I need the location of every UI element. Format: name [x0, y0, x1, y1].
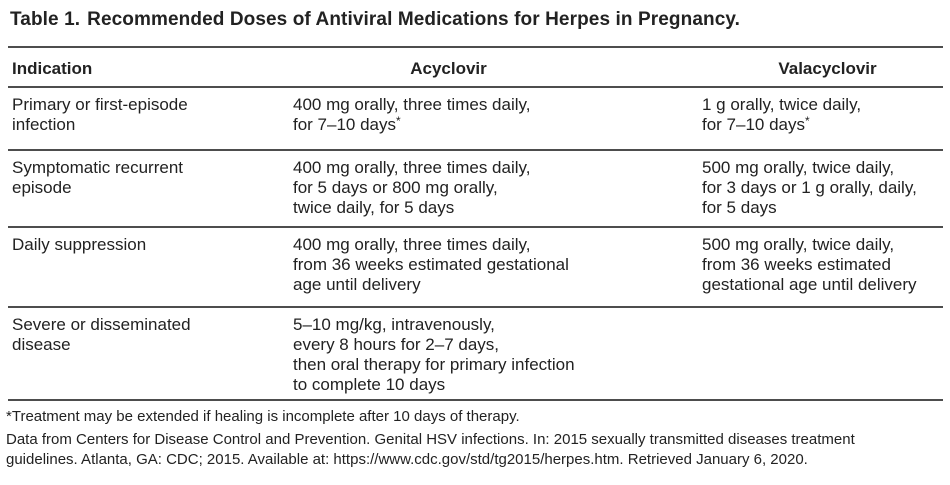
table-row: Symptomatic recurrent episode 400 mg ora… [8, 150, 943, 227]
valacyclovir-dose-text: 500 mg orally, twice daily, from 36 week… [702, 235, 917, 294]
indication-cell: Severe or disseminated disease [8, 307, 285, 400]
column-header-indication: Indication [12, 59, 93, 78]
table-row: Severe or disseminated disease 5–10 mg/k… [8, 307, 943, 400]
indication-text: Primary or first-episode infection [12, 95, 188, 134]
header-row: Indication Acyclovir Valacyclovir [8, 47, 943, 87]
antiviral-doses-table: Indication Acyclovir Valacyclovir Primar… [8, 46, 943, 401]
valacyclovir-cell: 500 mg orally, twice daily, for 3 days o… [702, 150, 943, 227]
indication-text: Symptomatic recurrent episode [12, 158, 183, 197]
column-header-acyclovir: Acyclovir [410, 59, 487, 78]
table-caption-label: Table 1. [10, 9, 81, 30]
acyclovir-cell: 400 mg orally, three times daily, from 3… [285, 227, 702, 307]
acyclovir-cell: 5–10 mg/kg, intravenously, every 8 hours… [285, 307, 702, 400]
indication-text: Severe or disseminated disease [12, 315, 191, 354]
acyclovir-cell: 400 mg orally, three times daily, for 7–… [285, 87, 702, 150]
indication-cell: Primary or first-episode infection [8, 87, 285, 150]
acyclovir-dose-text: 400 mg orally, three times daily, for 7–… [293, 95, 531, 134]
indication-cell: Daily suppression [8, 227, 285, 307]
valacyclovir-cell: 500 mg orally, twice daily, from 36 week… [702, 227, 943, 307]
acyclovir-dose-text: 400 mg orally, three times daily, for 5 … [293, 158, 531, 217]
indication-cell: Symptomatic recurrent episode [8, 150, 285, 227]
valacyclovir-dose-text: 500 mg orally, twice daily, for 3 days o… [702, 158, 917, 217]
table-caption: Table 1. Recommended Doses of Antiviral M… [0, 0, 950, 33]
footnote-treatment-note: *Treatment may be extended if healing is… [6, 408, 520, 425]
acyclovir-cell: 400 mg orally, three times daily, for 5 … [285, 150, 702, 227]
valacyclovir-cell: 1 g orally, twice daily, for 7–10 days* [702, 87, 943, 150]
table-row: Primary or first-episode infection 400 m… [8, 87, 943, 150]
valacyclovir-cell-empty [702, 307, 943, 400]
acyclovir-dose-text: 5–10 mg/kg, intravenously, every 8 hours… [293, 315, 575, 394]
table-caption-text: Recommended Doses of Antiviral Medicatio… [87, 9, 740, 30]
footnote-marker: * [805, 114, 810, 128]
table-row: Daily suppression 400 mg orally, three t… [8, 227, 943, 307]
footnote-data-source: Data from Centers for Disease Control an… [6, 431, 855, 468]
acyclovir-dose-text: 400 mg orally, three times daily, from 3… [293, 235, 569, 294]
indication-text: Daily suppression [12, 235, 147, 254]
column-header-valacyclovir: Valacyclovir [778, 59, 877, 78]
valacyclovir-dose-text: 1 g orally, twice daily, for 7–10 days [702, 95, 862, 134]
footnote-marker: * [396, 114, 401, 128]
